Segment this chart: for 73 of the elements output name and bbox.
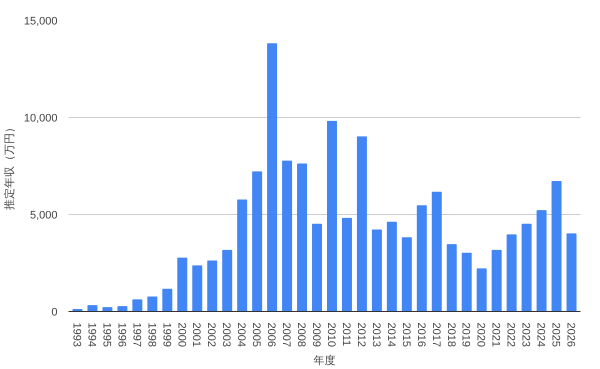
bar: [147, 296, 158, 312]
x-tick-label: 2016: [414, 322, 427, 347]
bar: [177, 258, 188, 312]
x-tick-label: 2001: [190, 322, 202, 347]
x-tick-label: 2000: [175, 322, 188, 347]
bar: [252, 171, 262, 312]
x-tick-label: 2017: [430, 322, 442, 347]
x-tick-label: 2006: [265, 322, 278, 347]
bar: [297, 164, 308, 312]
x-tick-label: 2023: [520, 322, 532, 347]
bar: [536, 210, 547, 312]
bar: [102, 307, 112, 312]
x-tick-label: 2010: [324, 322, 337, 347]
bar: [492, 250, 502, 312]
x-tick-label: 1994: [85, 322, 98, 347]
x-tick-label: 1999: [160, 322, 172, 347]
x-tick-label: 2025: [550, 322, 562, 347]
bar: [162, 288, 172, 312]
x-tick-label: 2024: [534, 322, 547, 347]
bar: [402, 237, 412, 312]
x-tick-label: 2021: [490, 322, 502, 347]
x-tick-label: 1998: [145, 322, 158, 347]
x-tick-label: 1993: [70, 322, 82, 347]
bar: [386, 222, 397, 312]
y-tick-label: 5,000: [30, 210, 58, 222]
bar: [432, 192, 442, 312]
bar: [222, 250, 232, 312]
bar: [506, 234, 517, 312]
y-axis-title: 推定年収（万円）: [2, 122, 16, 210]
bar: [566, 233, 577, 312]
x-tick-label: 2003: [220, 322, 232, 347]
bar: [356, 136, 367, 312]
x-tick-label: 2022: [504, 322, 517, 347]
bar: [522, 224, 532, 312]
x-tick-label: 2018: [444, 322, 457, 347]
x-tick-label: 1996: [115, 322, 128, 347]
x-axis-title: 年度: [314, 354, 336, 367]
bar: [326, 120, 337, 312]
x-tick-label: 2026: [564, 322, 577, 347]
x-tick-label: 2005: [250, 322, 262, 347]
x-tick-label: 1995: [100, 322, 112, 347]
bar: [267, 43, 278, 312]
x-tick-label: 2015: [400, 322, 412, 347]
bar: [476, 268, 487, 312]
bar: [117, 306, 128, 312]
bar: [237, 199, 248, 312]
x-tick-label: 1997: [130, 322, 142, 347]
x-tick-label: 2002: [205, 322, 218, 347]
x-tick-label: 2014: [384, 322, 397, 347]
x-tick-label: 2007: [280, 322, 292, 347]
x-tick-label: 2011: [340, 322, 352, 346]
bar: [372, 230, 382, 312]
x-tick-label: 2004: [235, 322, 248, 347]
bar: [342, 218, 352, 312]
bar: [446, 244, 457, 312]
bar: [312, 224, 322, 312]
y-tick-label: 15,000: [24, 16, 58, 28]
bar: [416, 205, 427, 312]
bar: [552, 181, 562, 312]
bar: [192, 265, 202, 312]
x-tick-label: 2020: [474, 322, 487, 347]
y-tick-label: 0: [51, 306, 58, 318]
bar: [282, 160, 292, 312]
bar: [87, 305, 98, 312]
x-tick-label: 2019: [460, 322, 472, 347]
x-tick-label: 2009: [310, 322, 322, 347]
x-tick-label: 2008: [295, 322, 308, 347]
bar: [132, 299, 142, 312]
x-tick-label: 2012: [354, 322, 367, 347]
bar: [207, 260, 218, 312]
x-tick-label: 2013: [370, 322, 382, 347]
bar: [462, 252, 472, 312]
y-tick-label: 10,000: [24, 112, 58, 124]
